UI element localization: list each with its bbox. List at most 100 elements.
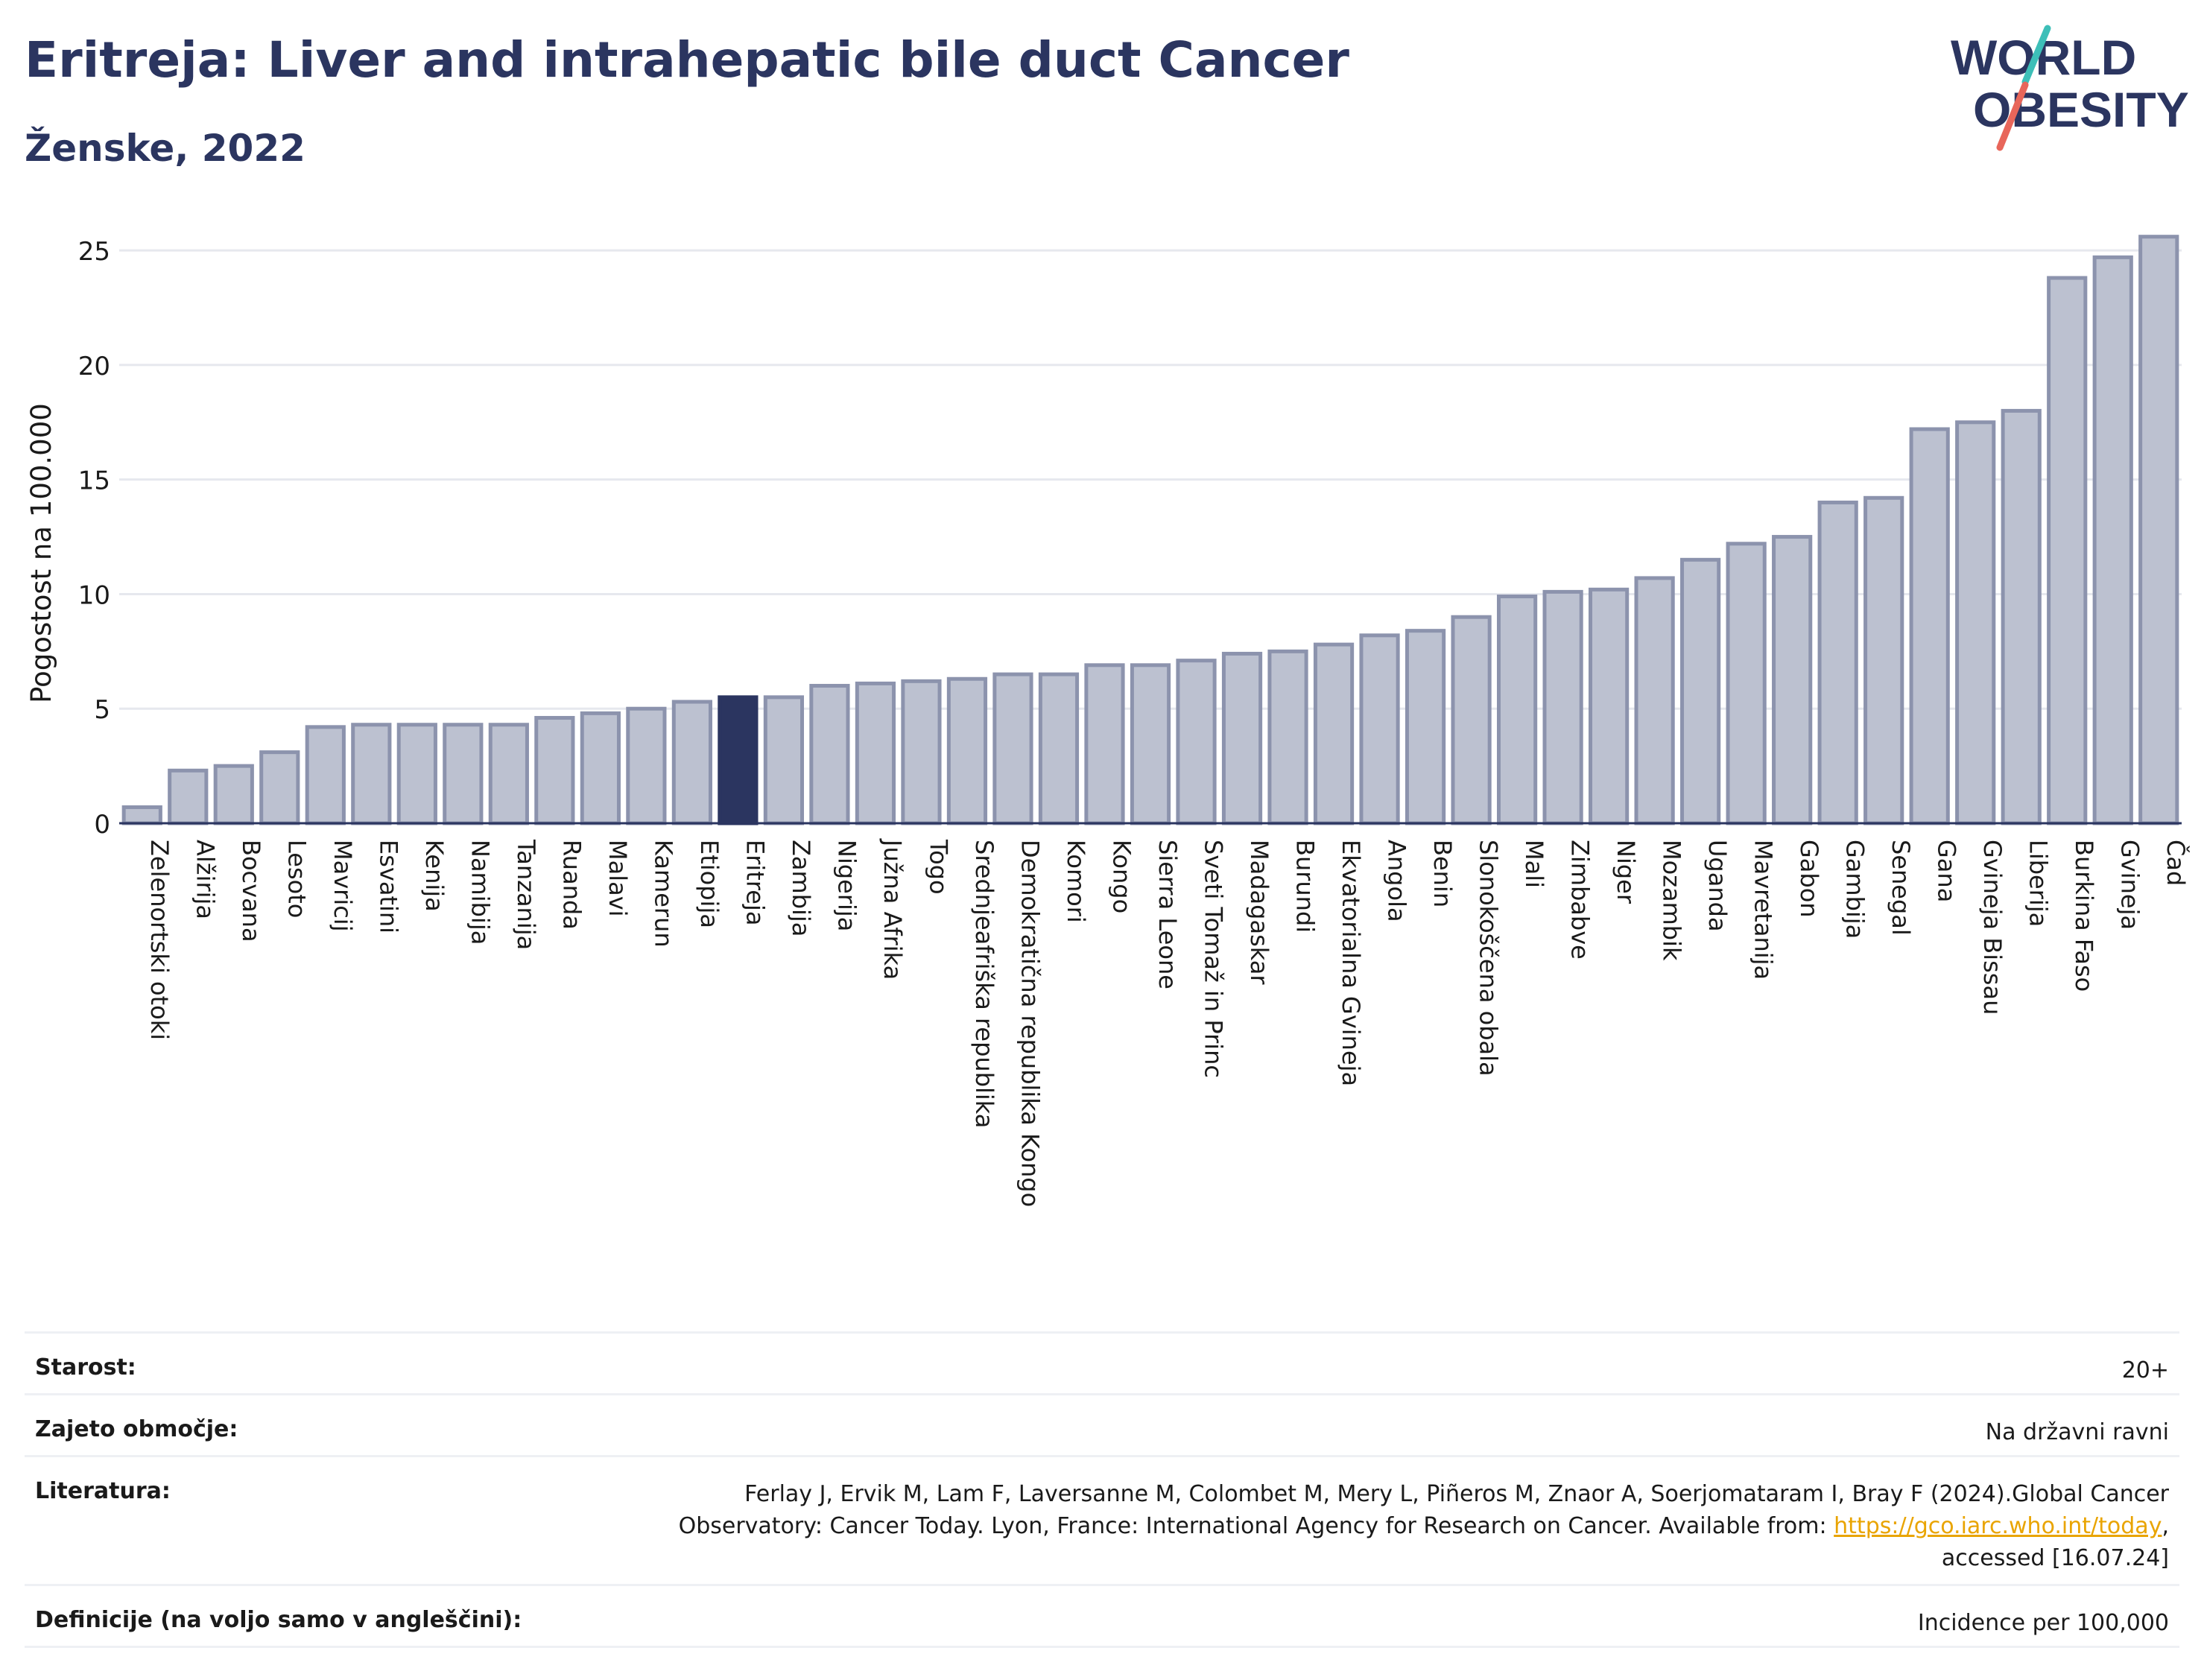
bar-chart: 0 5 10 15 20 25 Zelenortski otoki Alžirija Bocv…: [25, 235, 2191, 1207]
x-tick-label: Srednjeafriška republika: [970, 840, 998, 1128]
bars: [121, 235, 2179, 825]
bar: [946, 676, 988, 825]
bar: [2092, 255, 2133, 825]
x-tick-label: Slonokoščena obala: [1475, 840, 1503, 1077]
bar: [1130, 663, 1171, 825]
y-tick-label: 5: [94, 695, 110, 725]
info-label-literature: Literatura:: [35, 1478, 171, 1504]
x-tick-label: Nigerija: [832, 840, 861, 931]
info-table: Starost: 20+ Zajeto območje: Na državni …: [25, 1331, 2179, 1648]
y-tick-label: 15: [78, 466, 110, 496]
bar: [1313, 642, 1355, 825]
bar: [1680, 557, 1721, 825]
info-label-age: Starost:: [35, 1354, 136, 1381]
x-tick-label: Čad: [2162, 840, 2191, 886]
bar: [992, 672, 1033, 825]
bar: [1955, 420, 1996, 825]
info-row-age: Starost: 20+: [25, 1331, 2179, 1393]
x-tick-label: Bocvana: [237, 840, 265, 942]
x-tick-label: Ruanda: [557, 840, 586, 930]
x-tick-label: Burundi: [1291, 840, 1320, 933]
bar: [1451, 615, 1492, 825]
bar: [1634, 576, 1675, 825]
literature-line-2-tail: ,: [2162, 1513, 2169, 1539]
x-tick-label: Kamerun: [649, 840, 677, 948]
x-tick-label: Liberija: [2024, 840, 2053, 927]
bar: [121, 805, 162, 825]
bar: [396, 723, 437, 825]
info-label-coverage: Zajeto območje:: [35, 1416, 238, 1442]
y-tick-label: 10: [78, 580, 110, 610]
bar: [351, 723, 392, 825]
x-tick-label: Južna Afrika: [878, 838, 907, 980]
x-tick-label: Gabon: [1795, 840, 1823, 918]
info-value-age: 20+: [2121, 1357, 2169, 1383]
bar: [2138, 235, 2179, 825]
bar: [1542, 589, 1583, 825]
y-tick-label: 0: [94, 810, 110, 840]
literature-line-3: accessed [16.07.24]: [1941, 1545, 2169, 1571]
bar: [1817, 500, 1858, 825]
x-tick-label: Madagaskar: [1245, 840, 1273, 985]
bar: [213, 764, 254, 825]
y-axis-label: Pogostost na 100.000: [25, 403, 57, 703]
x-tick-label: Zelenortski otoki: [145, 840, 174, 1040]
bar: [671, 700, 712, 825]
bar: [1359, 633, 1400, 825]
gco-link[interactable]: https://gco.iarc.who.int/today: [1834, 1513, 2162, 1539]
x-tick-label: Zambija: [787, 840, 815, 936]
x-tick-label: Niger: [1612, 840, 1640, 904]
x-tick-label: Zimbabve: [1566, 840, 1595, 960]
literature-line-2: Observatory: Cancer Today. Lyon, France:…: [679, 1510, 2169, 1542]
bar: [580, 711, 621, 825]
x-tick-label: Gambija: [1841, 840, 1869, 939]
bar: [1221, 651, 1263, 825]
x-tick-label: Senegal: [1887, 840, 1915, 936]
bar: [1863, 495, 1904, 825]
bar: [1405, 629, 1446, 825]
bar: [1726, 542, 1767, 825]
x-tick-label: Kongo: [1107, 840, 1136, 913]
bar: [1176, 659, 1217, 825]
bar: [901, 679, 942, 825]
x-tick-label: Malavi: [604, 840, 632, 917]
bar: [855, 681, 896, 825]
x-tick-label: Ekvatorialna Gvineja: [1337, 840, 1365, 1086]
bar: [488, 723, 529, 825]
world-obesity-logo: WORLD OBESITY: [1951, 25, 2189, 151]
bar: [1589, 587, 1630, 825]
logo-slash-teal: [2021, 25, 2051, 86]
x-tick-label: Togo: [924, 839, 952, 895]
info-label-definitions: Definicije (na voljo samo v angleščini):: [35, 1607, 522, 1633]
x-tick-label: Uganda: [1703, 840, 1732, 932]
chart-title: Eritreja: Liver and intrahepatic bile du…: [25, 31, 1349, 89]
bar: [1267, 649, 1308, 825]
x-tick-label: Mavretanija: [1749, 840, 1778, 980]
x-tick-label: Tanzanija: [512, 839, 540, 950]
logo-slash-red: [1996, 81, 2029, 151]
x-tick-label: Gana: [1933, 840, 1961, 902]
info-row-definitions: Definicije (na voljo samo v angleščini):…: [25, 1584, 2179, 1648]
x-tick-label: Sierra Leone: [1153, 840, 1182, 989]
bar: [1038, 672, 1080, 825]
x-tick-label: Gvineja Bissau: [1978, 840, 2007, 1015]
bar: [534, 716, 575, 825]
x-tick-labels: Zelenortski otoki Alžirija Bocvana Lesoto Ma…: [145, 838, 2191, 1207]
x-tick-label: Angola: [1383, 840, 1411, 922]
x-tick-label: Eritreja: [741, 840, 769, 925]
x-tick-label: Benin: [1428, 840, 1457, 907]
info-value-literature: Ferlay J, Ervik M, Lam F, Laversanne M, …: [679, 1478, 2169, 1574]
bar-highlighted: [718, 695, 759, 825]
x-tick-label: Komori: [1062, 840, 1090, 923]
x-tick-label: Mavricij: [329, 840, 357, 932]
bar: [305, 725, 346, 825]
literature-line-1: Ferlay J, Ervik M, Lam F, Laversanne M, …: [744, 1481, 2169, 1507]
info-row-literature: Literatura: Ferlay J, Ervik M, Lam F, La…: [25, 1455, 2179, 1584]
y-tick-labels: 0 5 10 15 20 25: [78, 237, 110, 840]
bar: [626, 706, 667, 825]
bar: [809, 683, 850, 825]
x-tick-label: Demokratična republika Kongo: [1016, 840, 1044, 1207]
x-tick-label: Sveti Tomaž in Princ: [1200, 840, 1228, 1078]
x-tick-label: Gvineja: [2116, 840, 2144, 930]
bar: [259, 750, 300, 825]
